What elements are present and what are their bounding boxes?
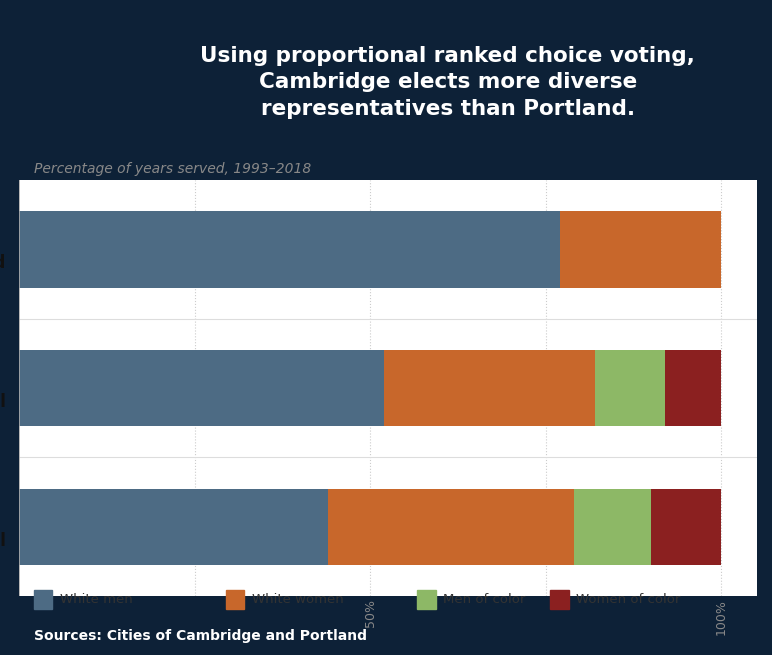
Text: White men: White men [60, 593, 133, 606]
Bar [19, 350, 384, 426]
Bar [225, 590, 244, 609]
Bar [652, 489, 722, 565]
Bar [665, 350, 722, 426]
Text: Women of color: Women of color [576, 593, 680, 606]
Bar [19, 489, 328, 565]
Bar [560, 212, 722, 288]
Bar [574, 489, 652, 565]
Bar [34, 590, 52, 609]
Text: Percentage of years served, 1993–2018: Percentage of years served, 1993–2018 [34, 162, 311, 176]
Text: Using proportional ranked choice voting,
Cambridge elects more diverse
represent: Using proportional ranked choice voting,… [200, 46, 696, 119]
Bar [418, 590, 436, 609]
Bar [19, 212, 560, 288]
Text: Sources: Cities of Cambridge and Portland: Sources: Cities of Cambridge and Portlan… [34, 629, 367, 643]
Text: White women: White women [252, 593, 344, 606]
Bar [550, 590, 568, 609]
Text: Men of color: Men of color [443, 593, 526, 606]
Bar [595, 350, 665, 426]
Bar [328, 489, 574, 565]
Bar [384, 350, 595, 426]
